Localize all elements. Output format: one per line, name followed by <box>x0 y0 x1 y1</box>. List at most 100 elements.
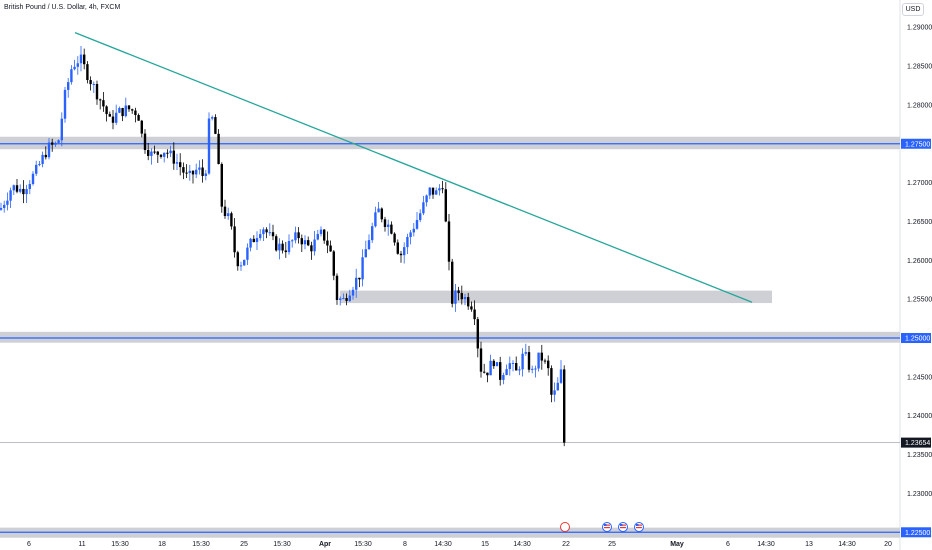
candle-body <box>515 363 518 371</box>
candle-body <box>195 169 198 175</box>
candle-body <box>105 106 108 115</box>
last-price-tag: 1.23654 <box>905 440 930 447</box>
candle-body <box>127 105 131 110</box>
level-price-tag-1-bg <box>901 138 931 149</box>
candle-body <box>431 187 435 195</box>
us-flag-icon[interactable] <box>634 522 644 532</box>
level-price-tag-1: 1.27500 <box>905 141 930 148</box>
us-flag-icon[interactable] <box>602 522 612 532</box>
candle-body <box>355 277 358 290</box>
candle-body <box>518 369 521 371</box>
candle-body <box>438 188 441 191</box>
candle-body <box>313 239 316 252</box>
candle-body <box>246 247 249 260</box>
candle-body <box>425 195 428 203</box>
candle-body <box>281 243 284 251</box>
candle-body <box>102 100 105 107</box>
candle-body <box>217 133 220 165</box>
candle-body <box>495 362 499 367</box>
candle-body <box>406 237 409 248</box>
candle-body <box>454 290 457 304</box>
candle-body <box>287 240 291 253</box>
candle-body <box>44 154 47 158</box>
candle-body <box>275 236 278 251</box>
candle-body <box>393 233 396 243</box>
candle-body <box>262 229 265 235</box>
candle-body <box>243 259 246 266</box>
candle-body <box>403 247 406 256</box>
time-tick-label: 14:30 <box>757 541 775 548</box>
candle-body <box>547 360 550 369</box>
candle-body <box>230 213 233 227</box>
time-tick-label: 15:30 <box>111 541 129 548</box>
candle-body <box>163 152 166 157</box>
candle-body <box>265 229 268 233</box>
price-tick-label: 1.23000 <box>907 491 932 498</box>
time-tick-label: 6 <box>726 541 730 548</box>
candle-body <box>428 187 431 196</box>
time-tick-label: 15:30 <box>354 541 372 548</box>
zone-box-2 <box>0 331 900 343</box>
candle-body <box>131 109 134 111</box>
price-tick-label: 1.26500 <box>907 219 932 226</box>
time-tick-label: 15:30 <box>192 541 210 548</box>
candle-body <box>441 188 444 190</box>
candle-body <box>249 238 252 248</box>
candle-body <box>323 229 326 241</box>
candle-body <box>307 240 310 246</box>
trendline <box>74 32 753 303</box>
candle-body <box>390 224 393 234</box>
candle-body <box>467 297 470 307</box>
candle-body <box>239 265 243 267</box>
candle-body <box>99 99 102 101</box>
candle-body <box>550 368 553 395</box>
candle-body <box>12 185 15 191</box>
candle-body <box>54 142 57 145</box>
candle-body <box>134 110 137 116</box>
event-marker-icon[interactable] <box>560 522 570 532</box>
candle-body <box>156 151 159 155</box>
candle-body <box>540 352 543 361</box>
candle-body <box>9 190 12 201</box>
candle-body <box>396 242 399 254</box>
zone-box-1 <box>0 136 900 150</box>
candle-body <box>83 54 86 65</box>
candle-body <box>236 252 239 267</box>
candle-body <box>463 297 467 300</box>
candle-body <box>191 170 195 175</box>
time-tick-label: 6 <box>27 541 31 548</box>
time-tick-label: 20 <box>884 541 892 548</box>
time-tick-label: 13 <box>805 541 813 548</box>
candle-body <box>182 167 185 173</box>
candle-body <box>326 240 329 246</box>
candle-body <box>483 371 486 373</box>
candle-body <box>95 84 99 100</box>
candle-body <box>15 185 19 192</box>
candle-body <box>271 232 275 237</box>
candle-body <box>563 369 566 443</box>
price-tick-label: 1.23500 <box>907 452 932 459</box>
candle-body <box>342 298 345 300</box>
candle-body <box>383 219 387 227</box>
candle-body <box>345 298 348 301</box>
candle-body <box>300 238 303 245</box>
price-tick-label: 1.25500 <box>907 297 932 304</box>
time-tick-label: May <box>670 541 684 548</box>
candle-body <box>31 173 35 184</box>
candle-body <box>435 190 438 195</box>
candle-body <box>335 275 339 300</box>
time-tick-label: 14:30 <box>838 541 856 548</box>
currency-button[interactable]: USD <box>902 3 924 16</box>
candle-body <box>124 105 127 117</box>
candle-body <box>460 293 463 300</box>
candle-body <box>179 162 182 168</box>
candle-body <box>409 232 412 238</box>
level-price-tag-2-bg <box>901 333 931 344</box>
candle-body <box>399 253 403 256</box>
price-tick-label: 1.29000 <box>907 25 932 32</box>
candle-body <box>115 112 118 123</box>
us-flag-icon[interactable] <box>618 522 628 532</box>
candle-body <box>511 363 515 365</box>
candle-body <box>534 368 537 370</box>
